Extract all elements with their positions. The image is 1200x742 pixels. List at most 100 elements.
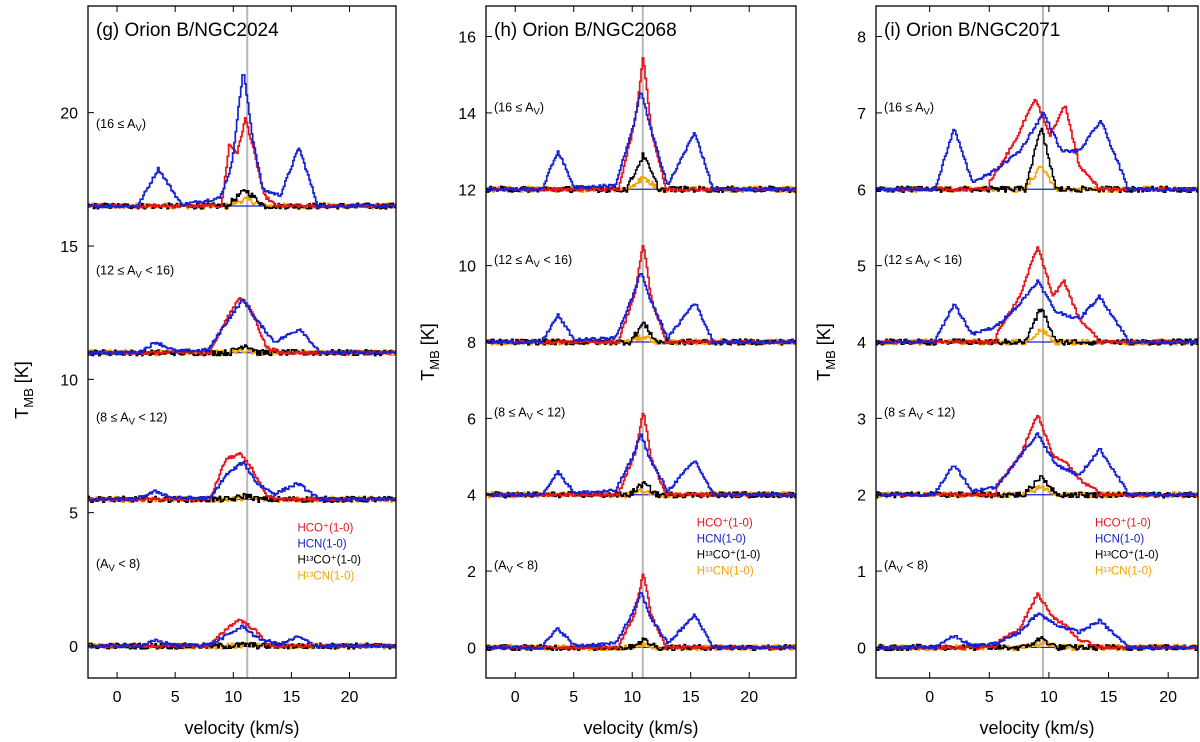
x-tick-label: 20 — [1159, 689, 1177, 706]
x-tick-label: 15 — [282, 689, 300, 706]
x-axis-label: velocity (km/s) — [583, 718, 698, 738]
legend-entry-h13cop: H¹³CO⁺(1-0) — [697, 550, 761, 562]
legend-entry-h13cop: H¹³CO⁺(1-0) — [1095, 550, 1159, 562]
x-tick-label: 0 — [511, 689, 520, 706]
legend: HCO⁺(1-0) HCN(1-0) H¹³CO⁺(1-0) H¹³CN(1-0) — [697, 518, 761, 578]
x-tick-label: 10 — [1040, 689, 1058, 706]
y-axis-label: TMB [K] — [12, 361, 36, 419]
band-label: (12 ≤ AV < 16) — [884, 253, 962, 270]
band-1 — [876, 98, 1198, 193]
y-tick-label: 6 — [467, 411, 476, 428]
panel-title: (h) Orion B/NGC2068 — [494, 20, 677, 41]
band-label: (8 ≤ AV < 12) — [494, 406, 565, 423]
legend-entry-hcop: HCO⁺(1-0) — [1095, 518, 1151, 530]
y-tick-label: 2 — [857, 488, 866, 505]
legend-entry-h13cn: H¹³CN(1-0) — [697, 566, 754, 578]
legend-entry-hcn: HCN(1-0) — [697, 534, 746, 546]
band-3 — [876, 414, 1198, 499]
x-tick-label: 5 — [569, 689, 578, 706]
panel-title: (i) Orion B/NGC2071 — [884, 20, 1060, 41]
legend-entry-hcop: HCO⁺(1-0) — [697, 518, 753, 530]
plot-area — [88, 6, 396, 678]
band-label: (AV < 8) — [96, 557, 140, 574]
y-tick-label: 10 — [60, 372, 78, 389]
y-tick-label: 0 — [857, 640, 866, 657]
x-tick-label: 0 — [925, 689, 934, 706]
spectrum-hcn — [486, 92, 796, 192]
legend-entry-hcn: HCN(1-0) — [1095, 534, 1144, 546]
legend-entry-hcn: HCN(1-0) — [297, 538, 346, 550]
x-tick-label: 10 — [623, 689, 641, 706]
plot-frame — [87, 5, 397, 679]
y-axis-label: TMB [K] — [814, 323, 838, 381]
y-tick-label: 8 — [857, 30, 866, 47]
band-label: (AV < 8) — [494, 558, 538, 575]
panel-2: (16 ≤ AV) (12 ≤ AV < 16) (8 ≤ AV < 12) (AV … — [418, 5, 797, 738]
x-tick-label: 20 — [740, 689, 758, 706]
spectrum-hcn — [88, 299, 396, 356]
spectrum-hcn — [876, 111, 1198, 192]
spectrum-hcop — [876, 246, 1198, 345]
band-label: (16 ≤ AV) — [884, 100, 934, 117]
spectrum-h13cn — [486, 488, 796, 499]
plot-area — [876, 6, 1198, 678]
legend-entry-h13cop: H¹³CO⁺(1-0) — [297, 554, 361, 566]
spectrum-hcn — [88, 460, 396, 502]
x-tick-label: 15 — [682, 689, 700, 706]
x-tick-label: 15 — [1100, 689, 1118, 706]
band-2 — [88, 296, 396, 357]
y-tick-label: 10 — [458, 259, 476, 276]
band-1 — [88, 74, 396, 210]
band-3 — [486, 412, 796, 499]
y-tick-label: 14 — [458, 106, 476, 123]
panel-1: (16 ≤ AV) (12 ≤ AV < 16) (8 ≤ AV < 12) (AV … — [12, 5, 397, 738]
band-1 — [486, 57, 796, 193]
y-tick-label: 4 — [857, 335, 866, 352]
y-axis-label: TMB [K] — [418, 323, 442, 381]
band-label: (16 ≤ AV) — [96, 117, 146, 134]
x-tick-label: 0 — [113, 689, 122, 706]
legend-entry-h13cn: H¹³CN(1-0) — [297, 570, 354, 582]
y-tick-label: 3 — [857, 411, 866, 428]
spectrum-hcn — [876, 432, 1198, 498]
spectrum-hcop — [88, 618, 396, 649]
legend-entry-hcop: HCO⁺(1-0) — [297, 522, 353, 534]
y-tick-label: 0 — [467, 640, 476, 657]
spectrum-hcop — [486, 57, 796, 192]
band-4 — [486, 573, 796, 652]
y-tick-label: 1 — [857, 564, 866, 581]
plot-area — [486, 6, 796, 678]
y-tick-label: 4 — [467, 488, 476, 505]
band-label: (16 ≤ AV) — [494, 100, 544, 117]
x-tick-label: 20 — [341, 689, 359, 706]
x-tick-label: 10 — [224, 689, 242, 706]
band-2 — [876, 246, 1198, 346]
x-tick-label: 5 — [985, 689, 994, 706]
legend: HCO⁺(1-0) HCN(1-0) H¹³CO⁺(1-0) H¹³CN(1-0) — [297, 522, 361, 582]
y-tick-label: 8 — [467, 335, 476, 352]
y-tick-label: 12 — [458, 182, 476, 199]
y-tick-label: 6 — [857, 182, 866, 199]
y-tick-label: 5 — [857, 259, 866, 276]
legend-entry-h13cn: H¹³CN(1-0) — [1095, 566, 1152, 578]
y-tick-label: 16 — [458, 30, 476, 47]
spectrum-hcn — [876, 279, 1198, 345]
spectrum-hcn — [88, 624, 396, 649]
y-tick-label: 2 — [467, 564, 476, 581]
spectrum-h13cop — [876, 127, 1198, 193]
spectrum-hcn — [486, 433, 796, 498]
panel-3: (16 ≤ AV) (12 ≤ AV < 16) (8 ≤ AV < 12) (AV … — [814, 5, 1199, 738]
spectrum-hcop — [486, 412, 796, 498]
spectrum-hcn — [88, 74, 396, 209]
spectrum-hcn — [876, 612, 1198, 650]
spectrum-h13cop — [486, 321, 796, 346]
x-axis-label: velocity (km/s) — [979, 718, 1094, 738]
band-label: (8 ≤ AV < 12) — [96, 410, 167, 427]
y-tick-label: 20 — [60, 106, 78, 123]
x-axis-label: velocity (km/s) — [184, 718, 299, 738]
band-4 — [876, 592, 1198, 652]
spectrum-hcop — [486, 573, 796, 650]
spectrum-hcop — [88, 451, 396, 502]
y-tick-label: 0 — [69, 639, 78, 656]
